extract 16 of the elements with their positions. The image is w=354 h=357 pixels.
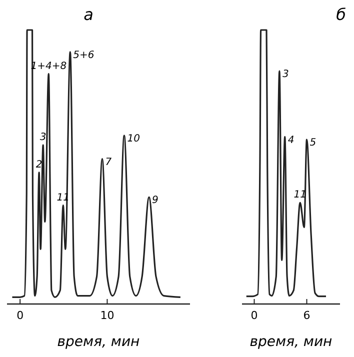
x-axis-title: время, мин — [57, 334, 140, 350]
x-tick-label: 0 — [250, 309, 258, 322]
annotation: 3 — [282, 69, 289, 80]
annotation: 3 — [40, 132, 46, 144]
annotation: 4 — [288, 134, 294, 146]
annotation: 9 — [152, 195, 158, 206]
annotation: 5 — [310, 138, 316, 149]
x-tick-label: 10 — [100, 309, 114, 322]
annotation: 10 — [127, 133, 140, 144]
annotation: 7 — [105, 156, 112, 168]
x-tick-label: 0 — [16, 309, 24, 322]
chart-title: б — [336, 5, 346, 24]
x-axis-title: время, мин — [250, 334, 332, 350]
chart-title: а — [84, 5, 94, 24]
x-tick-label: 6 — [303, 309, 310, 322]
annotation: 5+6 — [73, 50, 94, 61]
